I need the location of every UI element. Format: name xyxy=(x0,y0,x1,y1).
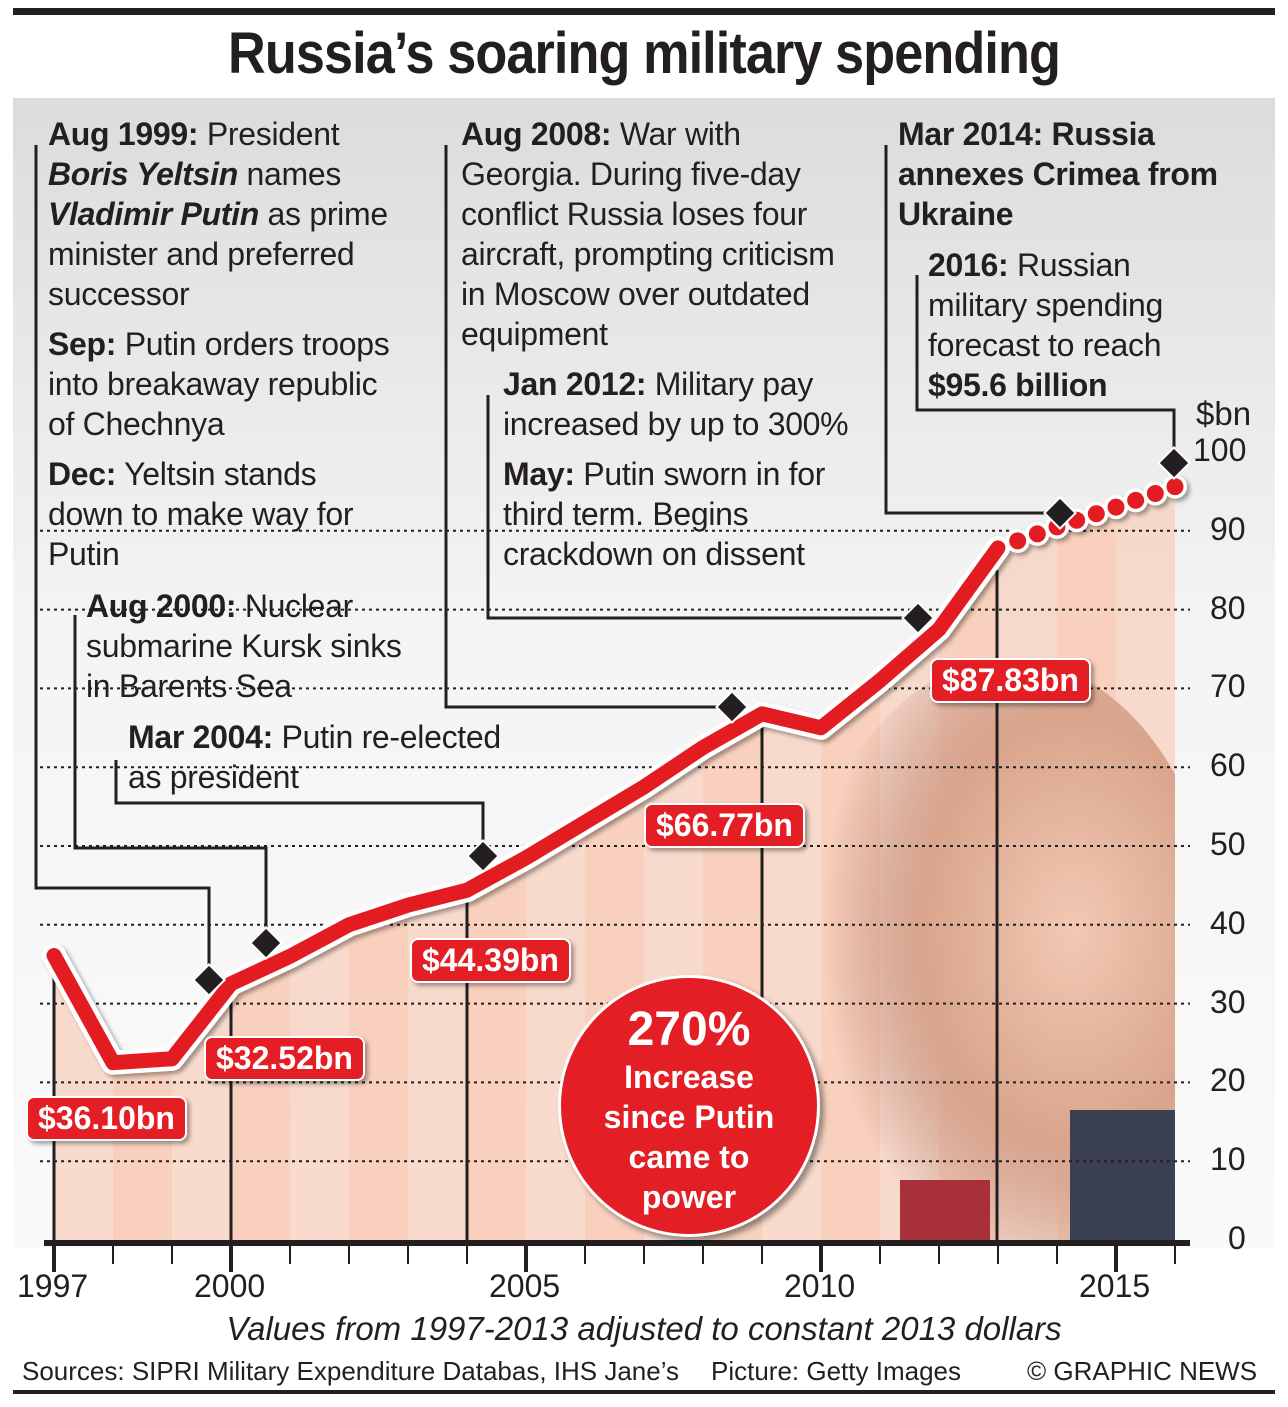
annotation-2016: 2016: Russian military spending forecast… xyxy=(928,247,1164,403)
event-marker-aug2008 xyxy=(715,690,749,724)
data-label-1997: $36.10bn xyxy=(26,1096,187,1141)
bottom-rule xyxy=(13,1390,1275,1394)
annotation-2012: Jan 2012: Military pay increased by up t… xyxy=(503,366,849,572)
y-tick-label: 90 xyxy=(1210,510,1246,547)
y-tick-label: 50 xyxy=(1210,826,1246,862)
x-tick-label: 1997 xyxy=(17,1268,89,1304)
spending-line xyxy=(46,540,1006,1071)
x-tick-label: 2010 xyxy=(784,1268,856,1304)
area-stripe xyxy=(408,486,467,1240)
event-marker-2016 xyxy=(1157,446,1191,480)
annotation-2004: Mar 2004: Putin re-elected as president xyxy=(128,719,501,795)
event-marker-mar2004 xyxy=(466,839,500,873)
event-markers xyxy=(192,446,1191,997)
y-axis-unit: $bn xyxy=(1196,395,1252,432)
y-tick-label: 40 xyxy=(1210,904,1246,941)
annotation-2014: Mar 2014: Russia annexes Crimea from Ukr… xyxy=(898,116,1218,232)
event-marker-aug2000 xyxy=(249,926,283,960)
callout-text: Increase since Putin came to power xyxy=(603,1059,775,1215)
x-tick-label: 2015 xyxy=(1079,1268,1151,1304)
event-marker-jan2012 xyxy=(901,601,935,635)
forecast-dot xyxy=(1107,498,1125,516)
event-marker-aug1999 xyxy=(192,963,226,997)
x-axis xyxy=(44,1240,1190,1272)
suit xyxy=(1070,1110,1175,1240)
y-tick-label: 30 xyxy=(1210,983,1246,1020)
y-tick-label: 10 xyxy=(1210,1141,1246,1178)
increase-callout: 270% Increase since Putin came to power xyxy=(558,975,820,1237)
annotation-2008: Aug 2008: War with Georgia. During five-… xyxy=(461,116,835,352)
top-rule xyxy=(13,8,1275,15)
y-tick-label: 80 xyxy=(1210,589,1246,626)
picture-credit: Picture: Getty Images xyxy=(711,1356,961,1386)
y-tick-label: 0 xyxy=(1228,1220,1246,1256)
forecast-dot xyxy=(1166,478,1184,496)
forecast-dot xyxy=(1127,491,1145,509)
y-tick-label: 70 xyxy=(1210,668,1246,705)
callout-percent: 270% xyxy=(627,1003,751,1056)
data-label-2004: $44.39bn xyxy=(410,938,571,983)
annotation-1999: Aug 1999: President Boris Yeltsin names … xyxy=(48,116,390,572)
forecast-dot xyxy=(1028,525,1046,543)
y-tick-label: 20 xyxy=(1210,1062,1246,1099)
annotation-2000: Aug 2000: Nuclear submarine Kursk sinks … xyxy=(86,588,402,704)
x-tick-label: 2000 xyxy=(194,1268,266,1304)
event-marker-mar2014 xyxy=(1043,496,1077,530)
sources: Sources: SIPRI Military Expenditure Data… xyxy=(22,1356,680,1386)
copyright: © GRAPHIC NEWS xyxy=(1027,1356,1258,1386)
forecast-dot xyxy=(1009,532,1027,550)
forecast-dot xyxy=(1087,505,1105,523)
data-label-2000: $32.52bn xyxy=(204,1036,365,1081)
y-tick-label: 100 xyxy=(1193,432,1247,468)
chart-title: Russia’s soaring military spending xyxy=(228,21,1061,86)
x-tick-label: 2005 xyxy=(489,1268,561,1304)
tie xyxy=(900,1180,990,1240)
data-label-2013: $87.83bn xyxy=(930,658,1091,703)
forecast-dot xyxy=(1146,485,1164,503)
footnote: Values from 1997-2013 adjusted to consta… xyxy=(226,1310,1062,1347)
data-label-2009: $66.77bn xyxy=(644,803,805,848)
y-tick-label: 60 xyxy=(1210,747,1246,784)
